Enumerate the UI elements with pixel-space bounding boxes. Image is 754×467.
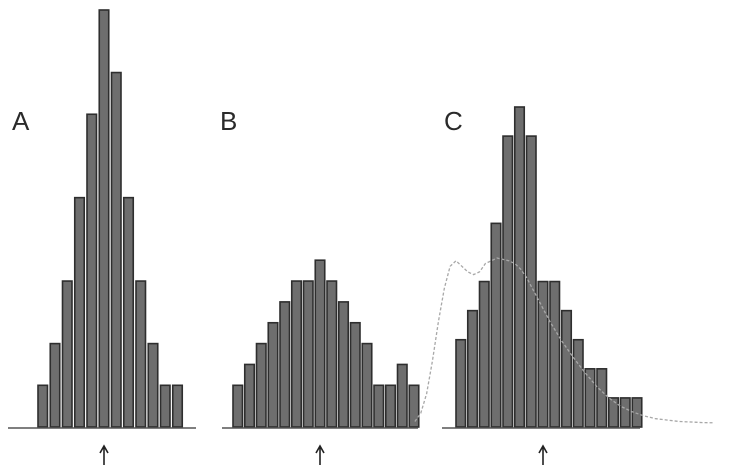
fitted-curve — [414, 257, 715, 424]
histogram-bar — [596, 368, 608, 428]
histogram-bar — [455, 338, 467, 428]
histogram-bar — [267, 321, 279, 428]
histogram-bar — [490, 222, 502, 428]
histogram-bar — [337, 301, 350, 428]
histogram-bar — [607, 397, 620, 428]
panel-c: C — [414, 106, 715, 465]
histogram-bar — [86, 113, 98, 428]
histogram-bar — [361, 342, 373, 428]
histogram-bar — [73, 196, 86, 428]
histogram-bar — [159, 384, 171, 428]
histogram-bar — [513, 106, 526, 428]
histogram-bar — [619, 397, 631, 428]
histogram-bar — [396, 363, 408, 428]
histogram-bar — [560, 309, 573, 428]
histogram-bar — [326, 280, 338, 428]
histogram-bar — [135, 280, 147, 428]
histogram-bar — [49, 342, 61, 428]
histogram-bar — [502, 135, 514, 428]
panel-b: B — [220, 106, 420, 465]
histogram-bar — [373, 384, 385, 428]
histogram-bar — [466, 309, 479, 428]
histogram-bar — [37, 384, 49, 428]
histogram-bar — [537, 280, 549, 428]
arrow-up-icon — [315, 444, 325, 465]
histogram-bar — [232, 384, 244, 428]
histogram-bar — [243, 363, 256, 428]
histogram-bar — [122, 196, 135, 428]
histogram-bar — [290, 280, 303, 428]
panel-label-b: B — [220, 106, 237, 136]
panel-label-c: C — [444, 106, 463, 136]
histogram-bar — [384, 384, 397, 428]
histogram-bar — [314, 259, 326, 428]
histogram-bar — [572, 338, 584, 428]
histogram-bar — [61, 280, 73, 428]
histogram-bar — [110, 71, 122, 428]
panel-label-a: A — [12, 106, 30, 136]
arrow-up-icon — [538, 444, 548, 465]
histogram-bar — [98, 9, 110, 428]
histogram-bar — [549, 280, 561, 428]
histogram-bar — [171, 384, 184, 428]
histogram-bar — [525, 135, 537, 428]
histogram-bar — [279, 301, 291, 428]
histogram-bar — [255, 342, 267, 428]
arrow-up-icon — [99, 444, 109, 465]
histogram-bar — [147, 342, 159, 428]
histogram-bar — [349, 321, 361, 428]
panel-a: A — [8, 9, 196, 465]
histogram-bar — [631, 397, 643, 428]
histogram-bar — [408, 384, 420, 428]
histogram-bar — [302, 280, 314, 428]
histogram-bar — [478, 280, 490, 428]
histogram-bar — [584, 368, 596, 428]
